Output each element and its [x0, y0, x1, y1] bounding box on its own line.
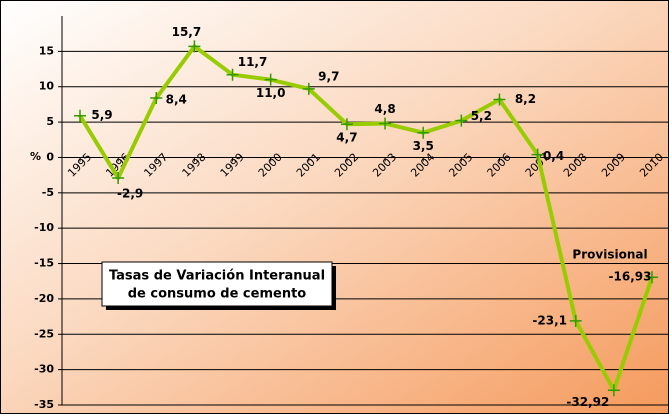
marker	[379, 117, 392, 130]
y-tick-label: -30	[34, 363, 54, 376]
y-tick-label: 0	[46, 150, 54, 163]
marker	[646, 271, 658, 284]
value-label: -32,92	[566, 395, 609, 409]
marker	[302, 82, 315, 95]
marker	[455, 114, 468, 127]
marker	[226, 68, 239, 81]
y-axis-label: %	[30, 150, 41, 163]
y-tick-label: 5	[46, 115, 54, 128]
value-label: -2,9	[117, 186, 143, 200]
value-label: -16,93	[609, 270, 652, 284]
value-label: 0,4	[543, 149, 564, 163]
marker	[607, 384, 620, 397]
y-tick-label: -35	[34, 398, 54, 411]
value-label: 4,8	[374, 102, 395, 116]
value-label: 3,5	[413, 139, 434, 153]
marker	[264, 73, 277, 86]
y-tick-label: -20	[34, 292, 54, 305]
value-label: 11,0	[256, 86, 286, 100]
annotation: Provisional	[572, 248, 647, 262]
title-box: Tasas de Variación Interanual de consumo…	[101, 261, 336, 310]
value-label: 8,4	[166, 93, 187, 107]
marker	[569, 314, 582, 327]
value-label: 4,7	[336, 131, 357, 145]
y-tick-label: 15	[39, 44, 54, 57]
chart-title: de consumo de cemento	[128, 287, 307, 302]
value-label: 5,2	[471, 109, 492, 123]
marker	[112, 171, 125, 184]
value-label: 15,7	[172, 25, 202, 39]
value-label: -23,1	[532, 313, 567, 327]
y-tick-label: -5	[42, 186, 54, 199]
title-frame	[101, 261, 333, 307]
y-tick-label: -15	[34, 257, 54, 270]
y-tick-label: -10	[34, 221, 54, 234]
value-label: 8,2	[515, 92, 536, 106]
y-tick-label: -25	[34, 327, 54, 340]
marker	[74, 109, 86, 122]
marker	[417, 126, 430, 139]
value-label: 5,9	[91, 108, 112, 122]
y-tick-label: 10	[39, 80, 55, 93]
marker	[188, 40, 201, 53]
chart-title: Tasas de Variación Interanual	[109, 269, 325, 284]
marker	[493, 93, 506, 106]
marker	[531, 148, 544, 161]
value-label: 9,7	[318, 69, 339, 83]
marker	[150, 92, 163, 105]
series-line	[78, 44, 654, 393]
value-label: 11,7	[238, 55, 268, 69]
marker	[340, 118, 353, 131]
